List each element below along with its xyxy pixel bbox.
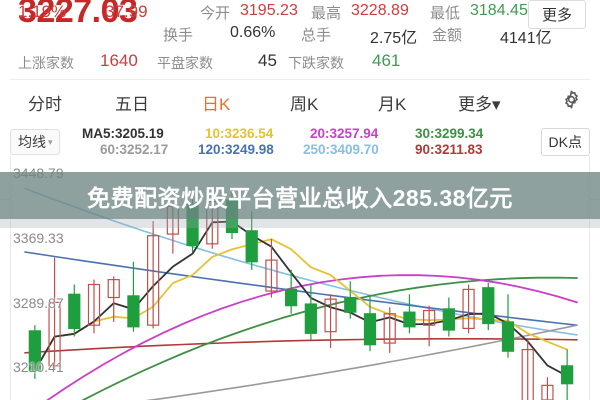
tab-label: 日K [202,95,231,114]
tab-label: 月K [378,95,407,114]
unchanged-label: 平盘家数 [157,55,213,71]
change-absolute: 37.99 [105,2,148,21]
watermark-text: 免费配资炒股平台营业总收入285.38亿元 [87,184,513,211]
turnover-value: 0.66% [230,24,276,41]
advancers-label: 上涨家数 [18,55,74,71]
tab-label: 五日 [115,95,149,114]
tab-label: 更多▾ [458,95,501,114]
tab-more[interactable]: 更多▾ [458,90,501,115]
high-label: 最高 [311,5,342,22]
tab-timeline[interactable]: 分时 [28,90,62,115]
watermark-band [0,172,600,219]
tab-monthly-k[interactable]: 月K [378,90,406,115]
dk-point-button[interactable]: DK点 [540,128,590,156]
ma-legend-ma10: 10:3236.54 [205,126,274,141]
ma-legend-ma250: 250:3409.70 [303,142,379,157]
y-axis-label: 3369.33 [13,229,64,246]
ma-legend-ma5: MA5:3205.19 [82,126,164,141]
chevron-down-icon: ▾ [48,137,53,147]
tab-five-day[interactable]: 五日 [115,90,149,115]
header-divider [10,79,590,80]
low-value: 3184.45 [470,2,528,19]
chart-canvas [24,187,578,400]
period-tabbar: 分时 五日 日K 周K 月K 更多▾ [0,80,600,200]
tab-weekly-k[interactable]: 周K [290,90,318,115]
amount-value: 4141亿 [500,30,552,47]
high-value: 3228.89 [351,2,409,19]
ma-legend-ma60: 60:3252.17 [100,142,169,157]
ma-selector-label: 均线 [18,134,46,150]
quote-header: 3227.03 今开 3195.23 最高 3228.89 最低 3184.45… [0,0,600,80]
decliners-label: 下跌家数 [288,55,344,71]
open-label: 今开 [200,5,231,22]
ma-legend-ma30: 30:3299.34 [415,126,484,141]
ma-selector-button[interactable]: 均线 ▾ [10,129,60,155]
tab-label: 周K [290,95,319,114]
open-value: 3195.23 [240,2,298,19]
low-label: 最低 [430,5,461,22]
y-axis-label: 3210.41 [13,359,64,376]
volume-value: 2.75亿 [370,30,418,47]
advancers-value: 1640 [100,51,138,70]
ma-legend-panel: 均线 ▾ MA5:3205.19 10:3236.54 20:3257.94 30… [0,120,600,158]
change-percent: 1.19% [18,2,67,21]
gear-icon[interactable] [561,89,582,110]
y-axis-label: 3289.87 [13,294,64,311]
watermark-band-shadow [0,219,600,228]
ma-legend-ma20: 20:3257.94 [310,126,379,141]
volume-label: 总手 [301,27,332,44]
tab-daily-k[interactable]: 日K [202,90,231,122]
tab-label: 分时 [28,95,62,114]
ma-legend-ma90: 90:3211.83 [415,142,483,157]
index-price: 3227.03 [18,0,138,30]
decliners-value: 461 [372,51,401,70]
turnover-label: 换手 [163,27,194,44]
amount-label: 金额 [432,27,463,44]
ma-legend-ma120: 120:3249.98 [198,142,274,157]
more-button[interactable]: 更多 [527,0,586,29]
unchanged-value: 45 [258,51,277,70]
